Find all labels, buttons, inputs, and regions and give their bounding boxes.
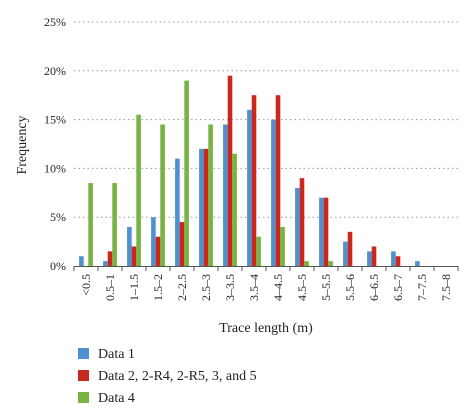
- legend-label: Data 2, 2-R4, 2-R5, 3, and 5: [98, 369, 257, 384]
- bar: [328, 261, 333, 266]
- bar: [256, 236, 261, 266]
- bar: [136, 114, 141, 266]
- x-tick-label: 7–7.5: [415, 274, 429, 301]
- x-tick-label: 2–2.5: [175, 274, 189, 301]
- bar: [347, 231, 353, 266]
- bar: [232, 153, 237, 266]
- bar: [184, 80, 189, 266]
- legend-item: Data 2, 2-R4, 2-R5, 3, and 5: [78, 369, 257, 384]
- bar: [371, 246, 377, 266]
- bar: [199, 148, 204, 266]
- x-tick-label: <0.5: [79, 274, 93, 296]
- x-tick-labels: <0.5 0.5–1 1–1.5 1.5–2 2–2.5 2.5–3 3–3.5 3.5–4 4…: [79, 274, 453, 301]
- x-tick-label: 3–3.5: [223, 274, 237, 301]
- bar: [112, 183, 117, 266]
- legend-label: Data 4: [98, 391, 135, 406]
- y-axis-label: Frequency: [15, 115, 30, 174]
- y-tick-label: 5%: [50, 210, 66, 224]
- x-tick-label: 4–4.5: [271, 274, 285, 301]
- bar: [227, 75, 233, 267]
- x-tick-label: 7.5–8: [439, 274, 453, 301]
- bar: [280, 226, 285, 266]
- bar: [295, 187, 300, 266]
- x-tick-label: 0.5–1: [103, 274, 117, 301]
- bar: [247, 109, 252, 266]
- grid-lines: [74, 21, 458, 218]
- bars: [79, 75, 420, 267]
- x-axis-label: Trace length (m): [219, 321, 313, 336]
- legend-label: Data 1: [98, 347, 135, 362]
- bar: [223, 124, 228, 266]
- x-tick-label: 3.5–4: [247, 274, 261, 301]
- legend-swatch: [78, 348, 89, 359]
- x-tick-label: 1–1.5: [127, 274, 141, 301]
- y-tick-label: 10%: [44, 161, 66, 175]
- bar: [299, 178, 305, 266]
- bar: [131, 246, 137, 266]
- bar: [151, 217, 156, 266]
- bar: [107, 251, 113, 266]
- x-tick-label: 2.5–3: [199, 274, 213, 301]
- x-tick-label: 6–6.5: [367, 274, 381, 301]
- y-tick-label: 20%: [44, 64, 66, 78]
- y-tick-label: 15%: [44, 113, 66, 127]
- bar: [79, 256, 84, 266]
- x-tick-label: 5–5.5: [319, 274, 333, 301]
- bar: [208, 124, 213, 266]
- bar: [367, 251, 372, 266]
- bar: [415, 261, 420, 266]
- bar: [323, 197, 329, 266]
- legend-swatch: [78, 392, 89, 403]
- legend: Data 1 Data 2, 2-R4, 2-R5, 3, and 5 Data 4: [78, 347, 257, 406]
- bar: [304, 261, 309, 266]
- bar: [271, 119, 276, 266]
- y-tick-label: 25%: [44, 15, 66, 29]
- bar: [251, 95, 257, 266]
- bar: [127, 226, 132, 266]
- bar: [319, 197, 324, 266]
- legend-item: Data 1: [78, 347, 135, 362]
- x-tick-label: 1.5–2: [151, 274, 165, 301]
- bar: [160, 124, 165, 266]
- bar: [275, 95, 281, 266]
- bar: [203, 148, 209, 266]
- bar: [175, 158, 180, 266]
- bar: [343, 241, 348, 266]
- bar: [395, 256, 401, 266]
- legend-item: Data 4: [78, 391, 135, 406]
- bar: [179, 222, 185, 266]
- bar: [155, 236, 161, 266]
- bar: [391, 251, 396, 266]
- y-tick-labels: 0% 5% 10% 15% 20% 25%: [44, 15, 66, 273]
- bar: [88, 183, 93, 266]
- bar: [103, 261, 108, 266]
- x-tick-label: 4.5–5: [295, 274, 309, 301]
- y-tick-label: 0%: [50, 259, 66, 273]
- legend-swatch: [78, 370, 89, 381]
- x-tick-label: 5.5–6: [343, 274, 357, 301]
- axes: [73, 266, 459, 271]
- x-tick-label: 6.5–7: [391, 274, 405, 301]
